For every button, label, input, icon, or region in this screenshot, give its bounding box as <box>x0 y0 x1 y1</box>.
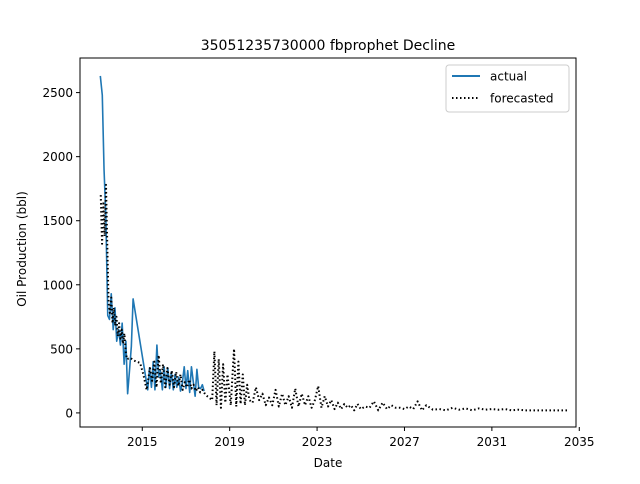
y-tick-label: 1000 <box>42 278 73 292</box>
x-tick-label: 2035 <box>564 435 595 449</box>
series-line-forecasted <box>99 183 569 412</box>
y-tick-label: 1500 <box>42 214 73 228</box>
legend: actual forecasted <box>445 64 570 113</box>
y-tick-label: 500 <box>50 342 73 356</box>
x-tick-label: 2019 <box>214 435 245 449</box>
x-tick-label: 2031 <box>477 435 508 449</box>
x-tick-label: 2023 <box>302 435 333 449</box>
x-tick-label: 2015 <box>127 435 158 449</box>
legend-label-actual: actual <box>490 70 527 84</box>
y-axis-label: Oil Production (bbl) <box>15 191 29 307</box>
chart-title: 35051235730000 fbprophet Decline <box>201 38 456 54</box>
y-axis-ticks: 0 500 1000 1500 2000 2500 <box>42 86 80 420</box>
series-layer <box>99 75 569 412</box>
y-tick-label: 2500 <box>42 86 73 100</box>
y-tick-label: 2000 <box>42 150 73 164</box>
plot-frame <box>79 57 577 428</box>
legend-label-forecasted: forecasted <box>490 92 554 106</box>
x-axis-ticks: 2015 2019 2023 2027 2031 2035 <box>127 427 595 449</box>
x-axis-label: Date <box>314 456 343 470</box>
x-tick-label: 2027 <box>389 435 420 449</box>
y-tick-label: 0 <box>65 406 73 420</box>
